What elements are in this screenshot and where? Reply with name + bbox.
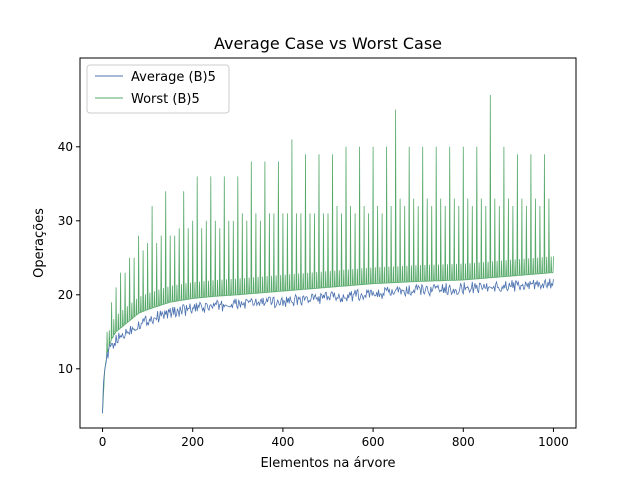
x-tick-label: 800 — [452, 435, 475, 449]
legend-label-average: Average (B)5 — [131, 70, 216, 85]
x-axis: 0 200 400 600 800 1000 — [99, 428, 569, 449]
legend-box — [86, 64, 230, 114]
y-tick-label: 40 — [58, 140, 73, 154]
y-tick-label: 10 — [58, 362, 73, 376]
series-line-worst — [102, 94, 554, 414]
chart-title: Average Case vs Worst Case — [214, 34, 442, 53]
x-axis-label: Elementos na árvore — [260, 456, 395, 471]
y-tick-label: 20 — [58, 288, 73, 302]
x-tick-label: 1000 — [538, 435, 569, 449]
x-tick-label: 600 — [362, 435, 385, 449]
series-line-average — [102, 278, 554, 414]
legend-label-worst: Worst (B)5 — [131, 92, 200, 107]
y-tick-label: 30 — [58, 214, 73, 228]
y-axis: 10 20 30 40 — [58, 140, 80, 376]
x-tick-label: 0 — [99, 435, 107, 449]
x-tick-label: 400 — [271, 435, 294, 449]
plot-frame — [79, 57, 577, 429]
y-axis-label: Operações — [32, 208, 47, 278]
legend: Average (B)5 Worst (B)5 — [86, 64, 230, 114]
x-tick-label: 200 — [181, 435, 204, 449]
series-layer — [102, 94, 554, 414]
